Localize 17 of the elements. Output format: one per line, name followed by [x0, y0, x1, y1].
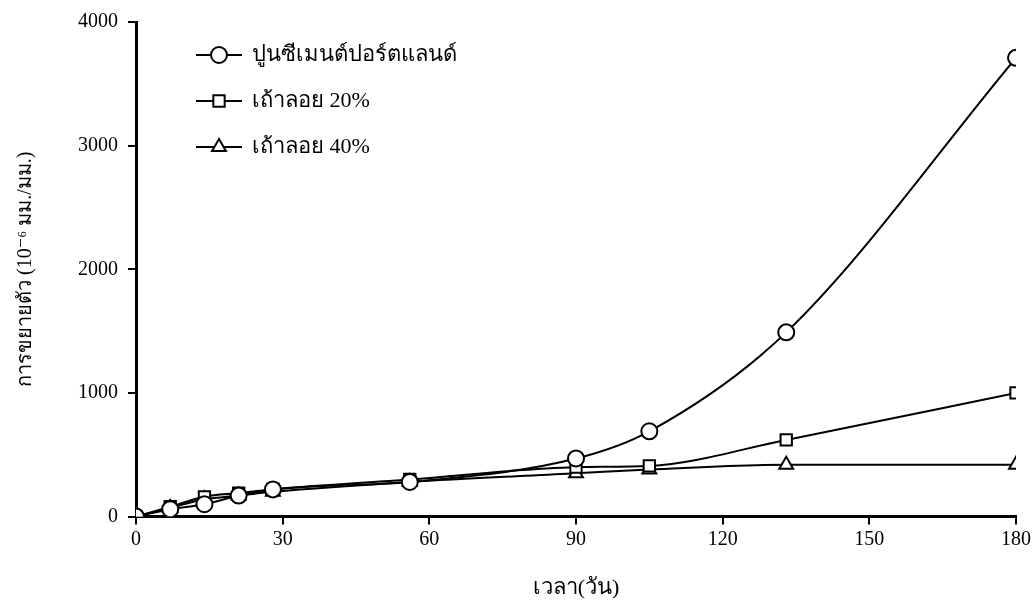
x-tick-label: 90: [566, 526, 586, 549]
y-tick-label: 1000: [78, 380, 118, 403]
x-tick-label: 150: [854, 526, 885, 549]
x-axis-title: เวลา(วัน): [532, 573, 620, 599]
y-tick-label: 2000: [78, 256, 118, 279]
legend-label: เถ้าลอย 20%: [252, 86, 370, 112]
legend-label: ปูนซีเมนต์ปอร์ตแลนด์: [252, 40, 457, 67]
x-tick-label: 30: [272, 526, 293, 549]
y-axis-title: การขยายตัว (10⁻⁶ มม./มม.): [13, 151, 37, 387]
x-tick-label: 120: [707, 526, 738, 549]
y-tick-label: 4000: [78, 9, 118, 32]
x-tick-label: 0: [131, 526, 141, 549]
y-tick-label: 3000: [78, 132, 118, 155]
legend-label: เถ้าลอย 40%: [252, 132, 370, 158]
y-tick-label: 0: [108, 503, 118, 526]
x-tick-label: 180: [1001, 526, 1031, 549]
x-tick-label: 60: [419, 526, 440, 549]
